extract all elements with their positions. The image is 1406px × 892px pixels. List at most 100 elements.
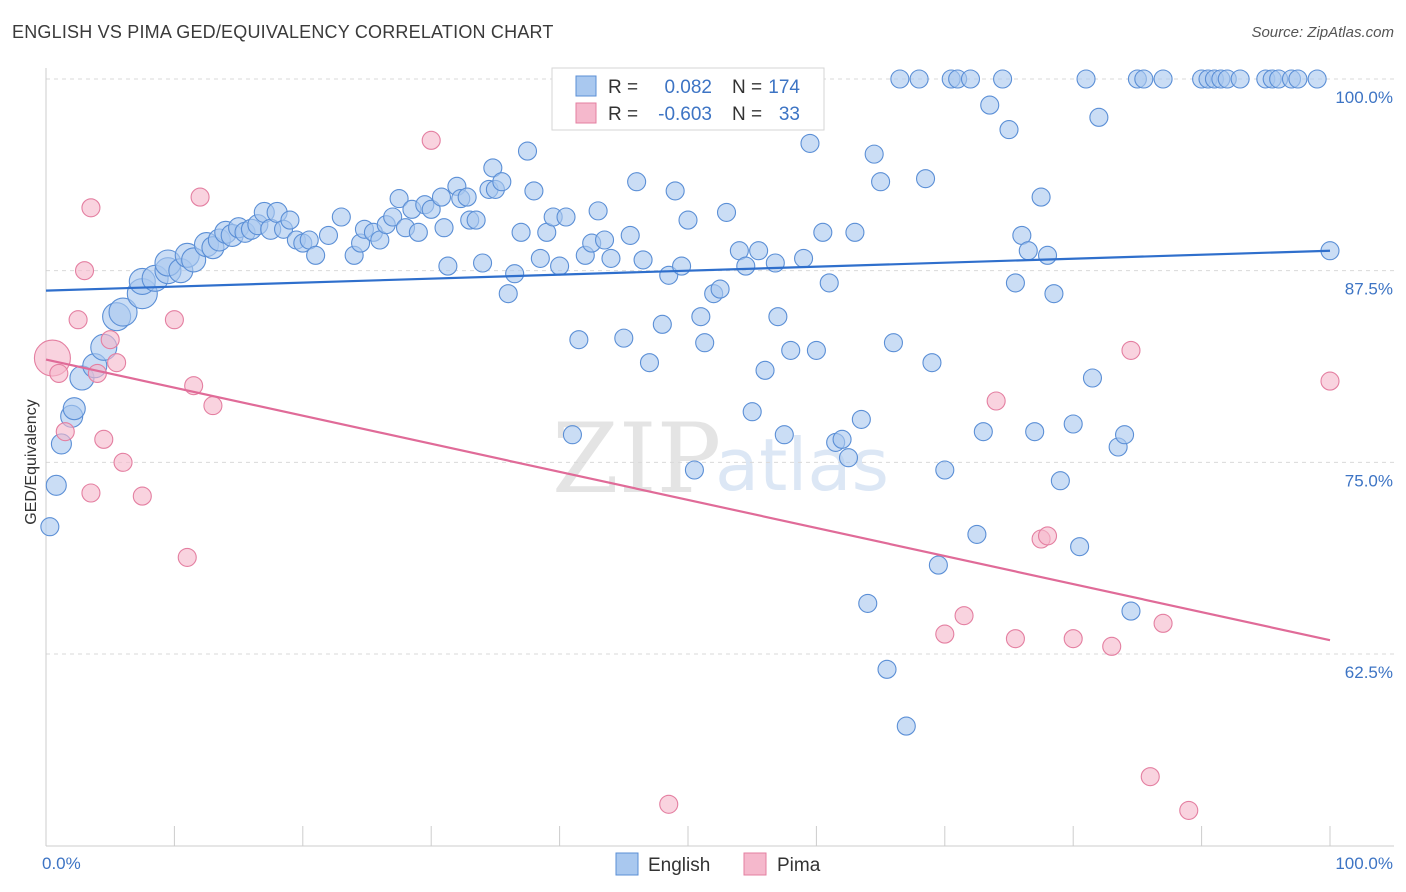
point-english-59 (473, 253, 493, 273)
point-english-65 (505, 264, 525, 284)
point-english-56 (457, 187, 477, 207)
point-pima-12 (132, 486, 152, 506)
point-english-117 (864, 144, 884, 164)
point-english-36 (318, 225, 339, 245)
series-legend: English Pima (615, 852, 821, 876)
point-pima-23 (1005, 629, 1025, 649)
point-english-125 (922, 353, 942, 373)
point-english-109 (813, 222, 833, 242)
point-english-153 (1134, 69, 1154, 89)
point-pima-31 (1179, 800, 1199, 820)
point-english-143 (1050, 471, 1070, 491)
data-points (33, 69, 1340, 820)
point-pima-1 (49, 363, 69, 383)
point-english-105 (781, 340, 801, 360)
point-english-140 (1031, 187, 1051, 207)
point-english-82 (620, 225, 640, 245)
series-pima (33, 130, 1340, 820)
point-pima-22 (986, 391, 1006, 411)
point-english-68 (524, 181, 544, 201)
point-english-91 (684, 460, 704, 480)
point-english-139 (1025, 422, 1045, 442)
point-english-51 (431, 187, 452, 207)
point-english-120 (883, 333, 903, 353)
point-pima-6 (81, 483, 101, 503)
point-english-1 (45, 474, 67, 496)
point-english-45 (389, 189, 409, 209)
point-english-122 (896, 716, 916, 736)
point-pima-25 (1037, 526, 1058, 546)
point-english-141 (1037, 245, 1058, 265)
trend-lines (45, 249, 1331, 642)
point-english-100 (749, 241, 769, 261)
point-english-9 (108, 297, 138, 327)
point-pima-30 (1153, 613, 1173, 633)
point-english-116 (858, 593, 878, 613)
point-english-37 (331, 207, 351, 227)
point-english-92 (691, 307, 711, 327)
trend-line-english (45, 249, 1331, 292)
point-pima-7 (87, 363, 107, 383)
point-english-72 (550, 256, 570, 276)
y-tick-label-2: 87.5% (1345, 280, 1393, 299)
point-pima-27 (1102, 636, 1122, 656)
point-english-101 (755, 360, 775, 380)
point-english-136 (1005, 273, 1025, 293)
point-english-104 (774, 425, 794, 445)
point-english-102 (765, 253, 785, 273)
point-english-90 (678, 210, 698, 230)
point-english-103 (768, 307, 788, 327)
point-english-145 (1070, 537, 1090, 557)
point-english-135 (999, 120, 1019, 140)
legend-swatch-pima (575, 102, 597, 124)
legend-r-label-english: R = (608, 77, 638, 98)
source-credit: Source: ZipAtlas.com (1251, 24, 1394, 41)
point-english-0 (40, 517, 60, 537)
point-english-112 (832, 429, 852, 449)
point-english-52 (434, 218, 454, 238)
y-axis-label: GED/Equivalency (23, 399, 40, 524)
point-english-146 (1076, 69, 1096, 89)
point-pima-4 (74, 261, 95, 281)
point-english-84 (633, 250, 653, 270)
y-tick-label-1: 75.0% (1345, 471, 1393, 490)
legend-swatch-english (575, 75, 597, 97)
watermark-zip: ZIP (552, 403, 721, 515)
point-pima-13 (164, 310, 184, 330)
point-english-85 (639, 353, 660, 373)
point-pima-17 (203, 396, 223, 416)
x-tick-label-0: 0.0% (42, 854, 81, 873)
point-english-148 (1089, 107, 1109, 127)
point-english-95 (710, 279, 730, 299)
trend-line-pima (45, 358, 1331, 642)
point-english-79 (594, 230, 615, 250)
point-pima-2 (55, 422, 75, 442)
point-english-166 (1307, 69, 1327, 89)
point-pima-10 (107, 353, 127, 373)
legend-bottom-label-pima: Pima (777, 855, 821, 876)
point-pima-26 (1063, 629, 1083, 649)
point-english-73 (556, 207, 576, 227)
point-english-165 (1288, 69, 1308, 89)
watermark-atlas: atlas (715, 423, 889, 507)
point-english-31 (280, 210, 300, 230)
point-english-114 (845, 222, 865, 242)
point-english-133 (980, 95, 1000, 115)
point-english-67 (517, 141, 538, 161)
point-pima-9 (100, 330, 120, 350)
point-english-131 (967, 524, 987, 544)
point-english-89 (672, 256, 692, 276)
point-english-88 (665, 181, 685, 201)
point-english-107 (800, 133, 820, 153)
point-english-4 (62, 397, 86, 421)
legend-n-value-english: 174 (768, 77, 800, 98)
y-tick-labels: 62.5% 75.0% 87.5% 100.0% (1335, 88, 1393, 682)
point-pima-21 (954, 606, 974, 626)
point-english-127 (935, 460, 955, 480)
point-pima-29 (1140, 767, 1160, 787)
point-english-53 (438, 256, 458, 276)
point-english-35 (306, 245, 326, 265)
point-pima-28 (1121, 340, 1141, 360)
point-english-83 (627, 172, 647, 192)
series-english (40, 69, 1340, 736)
